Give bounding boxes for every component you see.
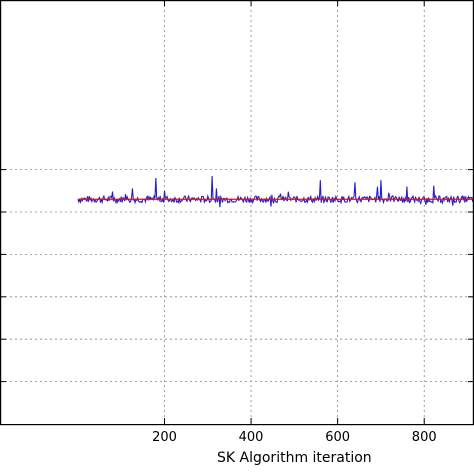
x-tick-label: 400 bbox=[239, 430, 264, 445]
series-line bbox=[77, 175, 474, 208]
grid-layer bbox=[0, 0, 474, 424]
x-tick-label: 600 bbox=[325, 430, 350, 445]
series-layer bbox=[77, 175, 474, 208]
plot-frame bbox=[0, 0, 474, 426]
x-axis-label: SK Algorithm iteration bbox=[217, 450, 372, 466]
x-tick-label: 200 bbox=[152, 430, 177, 445]
tick-layer: 200 400 600 800 bbox=[0, 0, 474, 445]
x-tick-label: 800 bbox=[412, 430, 437, 445]
